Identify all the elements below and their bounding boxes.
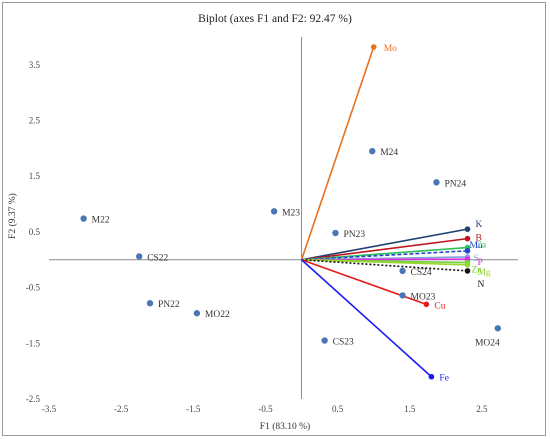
variable-vector-end — [464, 226, 471, 232]
observation-point — [80, 215, 87, 222]
variable-vector-end — [464, 261, 471, 268]
observation-label: CS23 — [333, 338, 354, 348]
variable-label: B — [475, 234, 481, 244]
variable-vector-end — [370, 44, 377, 50]
variable-vector — [300, 46, 375, 261]
y-tick-label: 1.5 — [29, 171, 41, 181]
observation-point — [494, 325, 501, 332]
x-tick-label: -0.5 — [258, 404, 273, 414]
y-tick-label: 2.5 — [29, 116, 41, 126]
variable-label: Mg — [477, 268, 490, 278]
variable-label: N — [477, 280, 484, 290]
observation-label: PN22 — [158, 300, 180, 310]
observation-point — [135, 253, 143, 260]
variable-vector-end — [464, 235, 471, 242]
observation-label: CS22 — [147, 253, 168, 263]
variable-label: Cu — [434, 301, 445, 311]
y-axis-title: F2 (9.37 %) — [7, 193, 18, 239]
tick-labels: -3.5 -2.5 -1.5 -0.5 0.5 1.5 2.53.52.51.50.5-0.… — [26, 60, 488, 414]
variable-label: K — [475, 220, 482, 230]
variable-vector — [301, 258, 468, 266]
variable-label: Mo — [384, 44, 397, 54]
variable-vector-end — [464, 248, 471, 254]
y-tick-label: 3.5 — [29, 60, 41, 70]
observation-point — [146, 300, 154, 307]
x-tick-label: 1.5 — [404, 404, 416, 414]
variable-label: S — [473, 254, 478, 264]
observation-points: M22 CS22 PN22 MO22 M23 PN23 M24 PN24 CS24 MO23 CS2… — [80, 147, 501, 348]
variable-label: Ca — [475, 241, 486, 251]
x-tick-label: -2.5 — [114, 404, 129, 414]
observation-point — [369, 147, 376, 155]
observation-label: PN23 — [343, 230, 365, 240]
x-tick-label: 0.5 — [332, 404, 344, 414]
x-tick-label: 2.5 — [476, 404, 488, 414]
variable-vector — [301, 228, 468, 261]
observation-label: M23 — [282, 208, 300, 218]
y-tick-label: -1.5 — [26, 338, 41, 348]
observation-point — [270, 208, 278, 215]
variable-vector-end — [464, 268, 471, 274]
variable-label: Fe — [439, 374, 449, 384]
variable-vector — [301, 259, 427, 306]
observation-point — [399, 292, 406, 299]
variable-label: Mn — [469, 241, 482, 251]
observation-label: M24 — [380, 148, 398, 158]
observation-point — [332, 229, 339, 237]
observation-label: MO22 — [205, 310, 230, 320]
variable-vector — [301, 250, 468, 261]
observation-label: CS24 — [411, 268, 432, 278]
variable-vector — [301, 237, 468, 261]
observation-label: PN24 — [444, 179, 466, 189]
y-tick-label: -0.5 — [26, 283, 41, 293]
observation-point — [321, 337, 328, 344]
observation-point — [433, 179, 440, 186]
observation-point — [193, 310, 201, 317]
variable-vector-end — [428, 373, 435, 380]
observation-label: MO24 — [475, 338, 500, 348]
variable-label: Zn — [471, 266, 482, 276]
variable-vector-end — [423, 301, 430, 308]
observation-label: MO23 — [411, 292, 436, 302]
x-axis-title: F1 (83.10 %) — [260, 421, 310, 432]
chart-title: Biplot (axes F1 and F2: 92.47 %) — [198, 13, 352, 25]
observation-label: M22 — [92, 216, 110, 226]
y-tick-label: -2.5 — [26, 394, 41, 404]
y-tick-label: 0.5 — [29, 227, 41, 237]
variable-vector — [301, 259, 432, 378]
variable-label: P — [477, 258, 482, 268]
x-tick-label: -3.5 — [42, 404, 57, 414]
observation-point — [399, 267, 406, 275]
chart-frame — [2, 2, 546, 436]
x-tick-label: -1.5 — [186, 404, 201, 414]
